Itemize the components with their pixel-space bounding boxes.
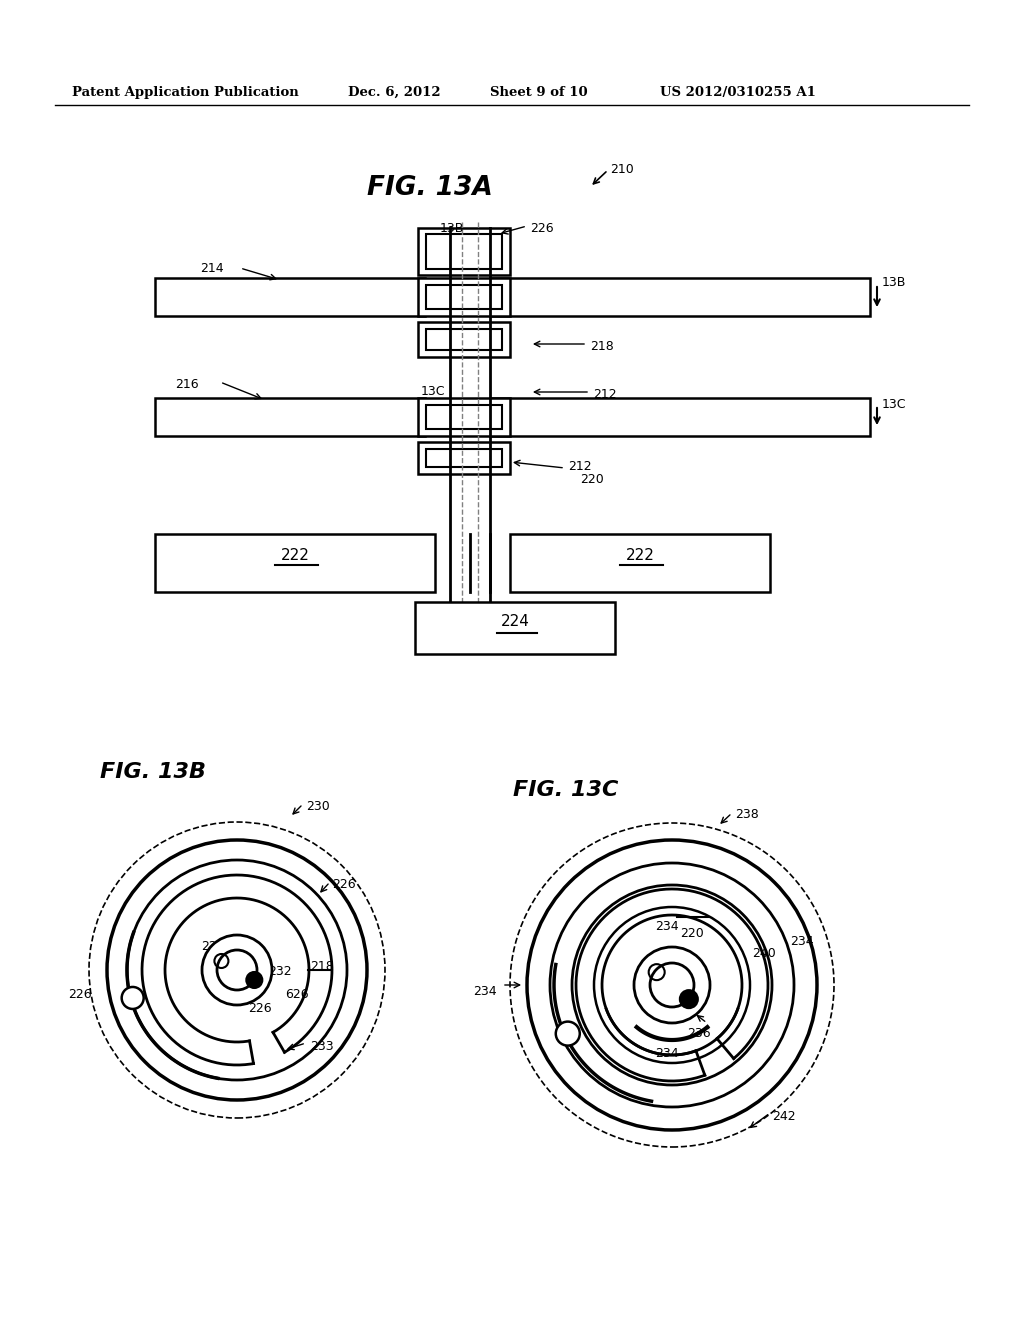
Bar [426, 405, 502, 429]
Text: FIG. 13C: FIG. 13C [513, 780, 618, 800]
Bar [418, 279, 510, 315]
Text: 222: 222 [626, 548, 654, 562]
Bar [415, 602, 615, 653]
Text: 212: 212 [568, 459, 592, 473]
Circle shape [202, 935, 272, 1005]
Text: 220: 220 [680, 927, 703, 940]
Text: 214: 214 [200, 261, 223, 275]
Text: 13C: 13C [882, 399, 906, 412]
Text: 13B: 13B [440, 222, 464, 235]
Text: 226: 226 [248, 1002, 271, 1015]
Bar [490, 279, 870, 315]
Text: 13B: 13B [882, 276, 906, 289]
Text: 230: 230 [306, 800, 330, 813]
Bar [418, 228, 510, 275]
Text: 234: 234 [655, 1047, 679, 1060]
Bar [490, 399, 870, 436]
Text: 226: 226 [69, 987, 92, 1001]
Text: 222: 222 [281, 548, 309, 562]
Text: 228: 228 [201, 940, 225, 953]
Bar [426, 449, 502, 467]
Bar [418, 322, 510, 356]
Text: 13C: 13C [421, 385, 445, 399]
Bar [426, 234, 502, 269]
Text: Dec. 6, 2012: Dec. 6, 2012 [348, 86, 440, 99]
Bar [418, 442, 510, 474]
Text: 233: 233 [310, 1040, 334, 1053]
Text: 216: 216 [175, 378, 199, 391]
Text: 234: 234 [473, 985, 497, 998]
Text: 240: 240 [752, 946, 776, 960]
Text: 226: 226 [530, 222, 554, 235]
Text: 234: 234 [655, 920, 679, 933]
Circle shape [247, 972, 262, 987]
Text: Sheet 9 of 10: Sheet 9 of 10 [490, 86, 588, 99]
Text: FIG. 13A: FIG. 13A [368, 176, 493, 201]
Text: 218: 218 [310, 960, 334, 973]
Circle shape [217, 950, 257, 990]
Text: 224: 224 [501, 615, 529, 630]
Bar [155, 535, 435, 591]
Circle shape [556, 1022, 580, 1045]
Text: 210: 210 [610, 162, 634, 176]
Text: 232: 232 [268, 965, 292, 978]
Bar [426, 329, 502, 350]
Text: US 2012/0310255 A1: US 2012/0310255 A1 [660, 86, 816, 99]
Text: 236: 236 [687, 1027, 711, 1040]
Bar [155, 279, 425, 315]
Circle shape [122, 987, 143, 1008]
Text: 234: 234 [790, 935, 814, 948]
Text: Patent Application Publication: Patent Application Publication [72, 86, 299, 99]
Text: 626: 626 [285, 987, 308, 1001]
Text: FIG. 13B: FIG. 13B [100, 762, 206, 781]
Bar [418, 399, 510, 436]
Text: 238: 238 [735, 808, 759, 821]
Text: 218: 218 [590, 341, 613, 352]
Bar [510, 535, 770, 591]
Circle shape [650, 964, 694, 1007]
Text: 212: 212 [593, 388, 616, 401]
Text: 220: 220 [580, 473, 604, 486]
Bar [155, 399, 425, 436]
Bar [426, 285, 502, 309]
Circle shape [680, 990, 697, 1008]
Text: 242: 242 [772, 1110, 796, 1123]
Text: 226: 226 [332, 878, 355, 891]
Circle shape [634, 946, 710, 1023]
